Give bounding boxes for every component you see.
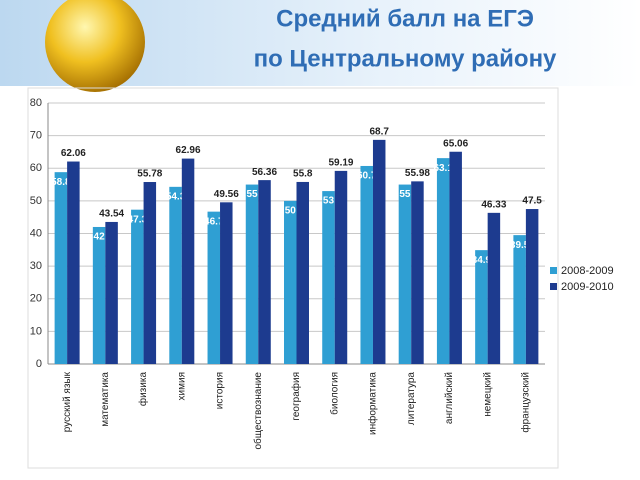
value-label: 59.19: [328, 158, 353, 169]
chart-title: Средний балл на ЕГЭ: [276, 5, 534, 32]
bar: [284, 200, 297, 364]
value-label: 50: [285, 206, 297, 217]
value-label: 58.8: [51, 177, 71, 188]
y-tick-label: 70: [30, 130, 42, 142]
bar: [449, 151, 462, 364]
x-tick-label: биология: [328, 372, 340, 415]
bar: [525, 209, 539, 364]
chart-frame: [27, 87, 559, 469]
bar: [245, 184, 259, 364]
globe-icon: [45, 0, 145, 92]
y-tick-label: 20: [30, 293, 42, 305]
bar: [169, 186, 182, 364]
bar: [207, 211, 221, 364]
bar: [487, 212, 501, 364]
value-label: 54.3: [166, 191, 186, 202]
bar: [334, 170, 348, 364]
value-label: 63.1: [433, 163, 453, 174]
x-tick-label: история: [215, 372, 226, 409]
bar: [131, 209, 144, 364]
bar: [411, 181, 424, 364]
bar: [475, 250, 488, 364]
value-label: 55.8: [293, 169, 313, 180]
bar: [436, 158, 450, 364]
bar: [143, 182, 157, 364]
bar: [322, 191, 335, 364]
value-label: 68.7: [369, 127, 389, 138]
legend-label: 2009-2010: [561, 281, 614, 293]
x-tick-label: математика: [100, 372, 111, 427]
value-label: 55: [246, 189, 258, 200]
bar: [105, 221, 118, 364]
value-label: 49.56: [214, 189, 239, 200]
chart-title: по Центральному району: [254, 45, 557, 72]
x-tick-label: обществознание: [252, 372, 264, 450]
bar: [360, 165, 373, 364]
value-label: 56.36: [252, 167, 277, 178]
bar: [258, 180, 271, 364]
value-label: 62.96: [176, 145, 201, 156]
x-tick-label: физика: [137, 372, 149, 407]
value-label: 42: [94, 232, 106, 243]
y-tick-label: 60: [30, 162, 42, 174]
x-tick-label: информатика: [367, 372, 379, 435]
value-label: 46.7: [204, 216, 224, 227]
x-tick-label: английский: [444, 372, 455, 424]
value-label: 47.5: [522, 196, 542, 207]
x-tick-label: география: [290, 372, 302, 421]
legend-label: 2008-2009: [561, 265, 614, 277]
y-tick-label: 30: [30, 260, 42, 272]
y-tick-label: 80: [30, 97, 42, 109]
bar: [398, 184, 412, 364]
bar: [513, 235, 526, 364]
x-tick-label: немецкий: [482, 372, 493, 417]
bar: [296, 181, 309, 364]
bar: [220, 202, 233, 364]
value-label: 62.06: [61, 148, 86, 159]
y-tick-label: 10: [30, 325, 42, 337]
value-label: 34.9: [472, 255, 492, 266]
y-tick-label: 40: [30, 227, 42, 239]
value-label: 53: [323, 196, 335, 207]
value-label: 46.33: [481, 199, 506, 210]
bar: [372, 139, 386, 364]
x-tick-label: химия: [176, 372, 187, 400]
value-label: 43.54: [99, 209, 124, 220]
value-label: 47.3: [128, 214, 148, 225]
bar: [181, 158, 195, 364]
bar: [67, 161, 80, 364]
x-tick-label: литература: [406, 372, 417, 425]
x-tick-label: русский язык: [62, 371, 73, 432]
value-label: 55.98: [405, 168, 430, 179]
y-tick-label: 0: [36, 358, 42, 370]
x-tick-label: французский: [520, 372, 532, 433]
value-label: 65.06: [443, 138, 468, 149]
y-tick-label: 50: [30, 195, 42, 207]
bar: [54, 172, 68, 364]
legend-swatch: [550, 267, 557, 274]
value-label: 60.7: [357, 171, 377, 182]
legend-swatch: [550, 283, 557, 290]
value-label: 55.78: [137, 169, 162, 180]
value-label: 55: [399, 189, 411, 200]
value-label: 39.5: [510, 240, 530, 251]
bar: [92, 226, 106, 364]
